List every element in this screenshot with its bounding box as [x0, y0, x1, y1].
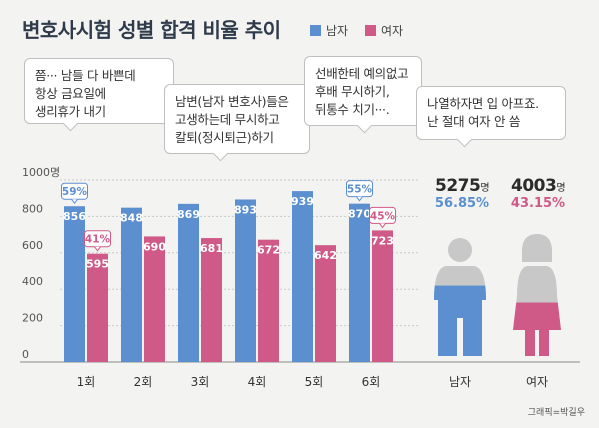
y-tick-label: 600: [22, 239, 43, 252]
legend-female: 여자: [365, 22, 403, 39]
legend-male: 남자: [310, 22, 348, 39]
y-tick-label: 200: [22, 312, 43, 325]
bar-female: [201, 238, 222, 362]
y-tick-label: 1000명: [22, 166, 60, 179]
bubble-3-line-2: 후배 무시하기,: [315, 84, 390, 99]
female-figure-icon: [513, 234, 561, 356]
total-female-count: 4003: [510, 176, 557, 196]
speech-bubble-2: 남변(남자 변호사)들은 고생하는데 무시하고 칼퇴(정시퇴근)하기: [164, 84, 310, 162]
total-male: 5275명 56.85%: [424, 176, 500, 211]
x-tick-label: 6회: [362, 375, 381, 389]
bar-value-label: 642: [314, 249, 337, 262]
bar-value-label: 893: [234, 203, 257, 216]
bar-male: [349, 203, 370, 362]
bar-value-label: 939: [291, 195, 314, 208]
total-female-unit: 명: [556, 183, 566, 194]
x-tick-label: 5회: [305, 375, 324, 389]
bar-value-label: 856: [63, 210, 86, 223]
bar-male: [235, 199, 256, 362]
bubble-1-line-3: 생리휴가 내기: [35, 104, 106, 119]
y-tick-label: 0: [22, 348, 29, 361]
graphic-credit: 그래픽=박길우: [527, 408, 585, 418]
bubble-4-line-1: 나열하자면 입 아프죠.: [427, 96, 539, 111]
bubble-4-line-2: 난 절대 여자 안 씀: [427, 114, 521, 129]
bar-female: [372, 230, 393, 362]
x-tick-label: 1회: [77, 375, 96, 389]
bar-value-label: 595: [86, 258, 109, 271]
figure-label: 여자: [526, 375, 548, 389]
total-male-percent: 56.85%: [434, 196, 490, 211]
legend-swatch-female: [365, 25, 376, 36]
bar-value-label: 723: [371, 234, 394, 247]
speech-bubble-1: 쯤··· 남들 다 바쁜데 항상 금요일에 생리휴가 내기: [24, 58, 174, 132]
percent-callout-label: 45%: [370, 210, 396, 222]
legend-swatch-male: [310, 25, 321, 36]
percent-callout-tail: [356, 196, 363, 202]
bubble-3-line-1: 선배한테 예의없고: [315, 66, 409, 81]
percent-callout-tail: [379, 223, 386, 229]
bar-female: [315, 245, 336, 362]
bar-value-label: 681: [200, 242, 223, 255]
y-tick-label: 800: [22, 202, 43, 215]
y-tick-label: 400: [22, 275, 43, 288]
bar-male: [178, 203, 199, 362]
bar-male: [64, 206, 85, 362]
x-tick-label: 3회: [191, 375, 210, 389]
percent-callout-tail: [94, 246, 101, 252]
percent-callout-tail: [71, 198, 78, 205]
bar-value-label: 869: [177, 208, 200, 221]
bubble-2-line-2: 고생하는데 무시하고: [175, 112, 280, 127]
bar-value-label: 848: [120, 212, 143, 225]
bar-male: [121, 207, 142, 362]
bar-value-label: 672: [257, 244, 280, 257]
legend-label-male: 남자: [326, 24, 349, 38]
bubble-2-line-1: 남변(남자 변호사)들은: [175, 94, 289, 109]
total-female: 4003명 43.15%: [500, 176, 576, 211]
figure-share-fill: [434, 285, 486, 356]
people-figures: 남자 여자: [434, 234, 561, 389]
bar-value-label: 690: [143, 240, 166, 253]
percent-callout-label: 55%: [347, 184, 373, 196]
figure-share-fill: [513, 302, 561, 356]
speech-bubble-4: 나열하자면 입 아프죠. 난 절대 여자 안 씀: [416, 86, 566, 148]
speech-bubble-3: 선배한테 예의없고 후배 무시하기, 뒤통수 치기···.: [304, 56, 422, 134]
chart-title: 변호사시험 성별 합격 비율 추이: [22, 18, 281, 42]
bubble-1-line-2: 항상 금요일에: [35, 86, 106, 101]
percent-callout-label: 41%: [85, 234, 111, 246]
chart-bars: 856 59% 595 41% 1회 848 690 2회 869 681 3회 893 672 4회 93…: [61, 180, 396, 389]
male-figure-icon: [434, 238, 486, 356]
percent-callout-label: 59%: [62, 186, 88, 198]
bubble-2-line-3: 칼퇴(정시퇴근)하기: [175, 130, 274, 145]
bar-female: [144, 236, 165, 362]
x-tick-label: 4회: [248, 375, 267, 389]
total-male-count: 5275: [434, 176, 481, 196]
total-female-percent: 43.15%: [510, 196, 566, 211]
total-male-unit: 명: [480, 183, 490, 194]
x-tick-label: 2회: [134, 375, 153, 389]
figure-label: 남자: [449, 375, 471, 389]
legend-label-female: 여자: [381, 24, 404, 38]
bubble-3-line-3: 뒤통수 치기···.: [315, 102, 390, 117]
bar-female: [87, 253, 108, 362]
bubble-1-line-1: 쯤··· 남들 다 바쁜데: [35, 68, 136, 83]
bar-male: [292, 191, 313, 362]
bar-value-label: 870: [348, 208, 371, 221]
bar-female: [258, 239, 279, 362]
